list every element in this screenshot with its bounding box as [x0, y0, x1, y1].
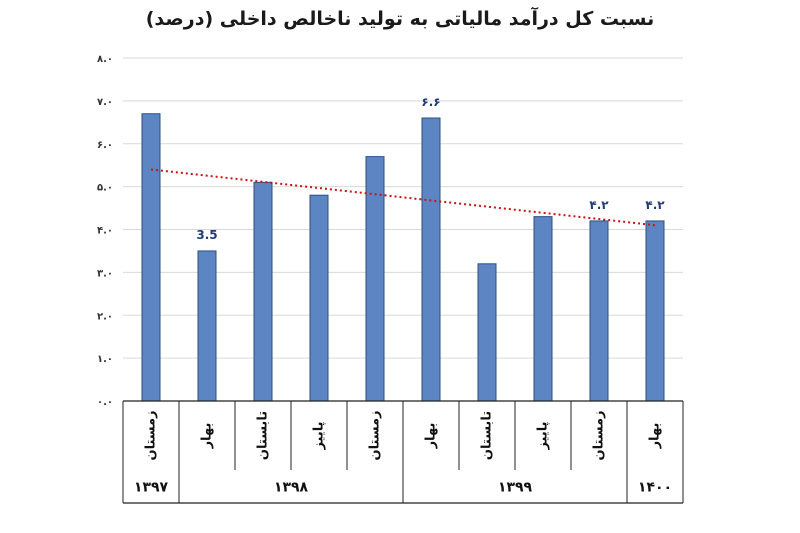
data-label: ۶.۶ [421, 95, 440, 109]
data-labels: 3.5 ۶.۶ ۴.۲ ۴.۲ [196, 95, 665, 242]
data-label: 3.5 [196, 228, 217, 242]
y-tick-label: ۵.۰ [97, 183, 113, 194]
trendline [150, 168, 656, 227]
bar [309, 194, 329, 402]
y-axis-ticks: ۰.۰ ۱.۰ ۲.۰ ۳.۰ ۴.۰ ۵.۰ ۶.۰ ۷.۰ ۸.۰ [97, 54, 113, 408]
bar [197, 250, 217, 402]
bar [589, 220, 609, 402]
y-tick-label: ۸.۰ [97, 54, 113, 65]
bar [533, 216, 553, 402]
category-label: زمستان [368, 410, 383, 460]
category-label: بهار [424, 423, 439, 450]
y-tick-label: ۰.۰ [97, 397, 113, 408]
bar [645, 220, 665, 402]
year-label: ۱۳۹۸ [274, 480, 309, 496]
category-label: تابستان [256, 411, 271, 460]
year-label: ۱۴۰۰ [638, 480, 672, 496]
category-label: زمستان [144, 410, 159, 460]
chart-title: نسبت کل درآمد مالیاتی به تولید ناخالص دا… [145, 8, 655, 30]
category-label: بهار [648, 423, 663, 450]
category-label: پاییز [312, 421, 327, 450]
data-label: ۴.۲ [645, 198, 665, 212]
y-tick-label: ۴.۰ [97, 226, 113, 237]
year-label: ۱۳۹۹ [498, 480, 533, 496]
category-label: پاییز [536, 421, 551, 450]
bar [477, 263, 497, 402]
trend-line [150, 168, 656, 227]
data-label: ۴.۲ [589, 198, 609, 212]
year-label: ۱۳۹۷ [134, 480, 169, 496]
category-label: بهار [200, 423, 215, 450]
bar [141, 113, 161, 402]
category-label: تابستان [480, 411, 495, 460]
category-label: زمستان [592, 410, 607, 460]
y-tick-label: ۳.۰ [97, 268, 113, 279]
bar [421, 117, 441, 402]
y-tick-label: ۶.۰ [97, 140, 113, 151]
bar [253, 181, 273, 402]
y-tick-label: ۷.۰ [97, 97, 113, 108]
category-table: زمستان بهار تابستان پاییز زمستان بهار تابستان پ… [122, 400, 684, 504]
y-tick-label: ۱.۰ [97, 354, 113, 365]
y-tick-label: ۲.۰ [97, 311, 113, 322]
